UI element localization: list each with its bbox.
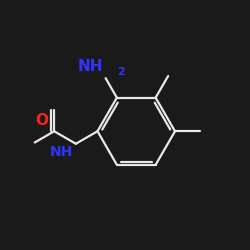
Text: NH: NH bbox=[78, 60, 103, 74]
Text: 2: 2 bbox=[117, 67, 125, 77]
Text: O: O bbox=[35, 113, 48, 128]
Text: NH: NH bbox=[50, 145, 73, 159]
